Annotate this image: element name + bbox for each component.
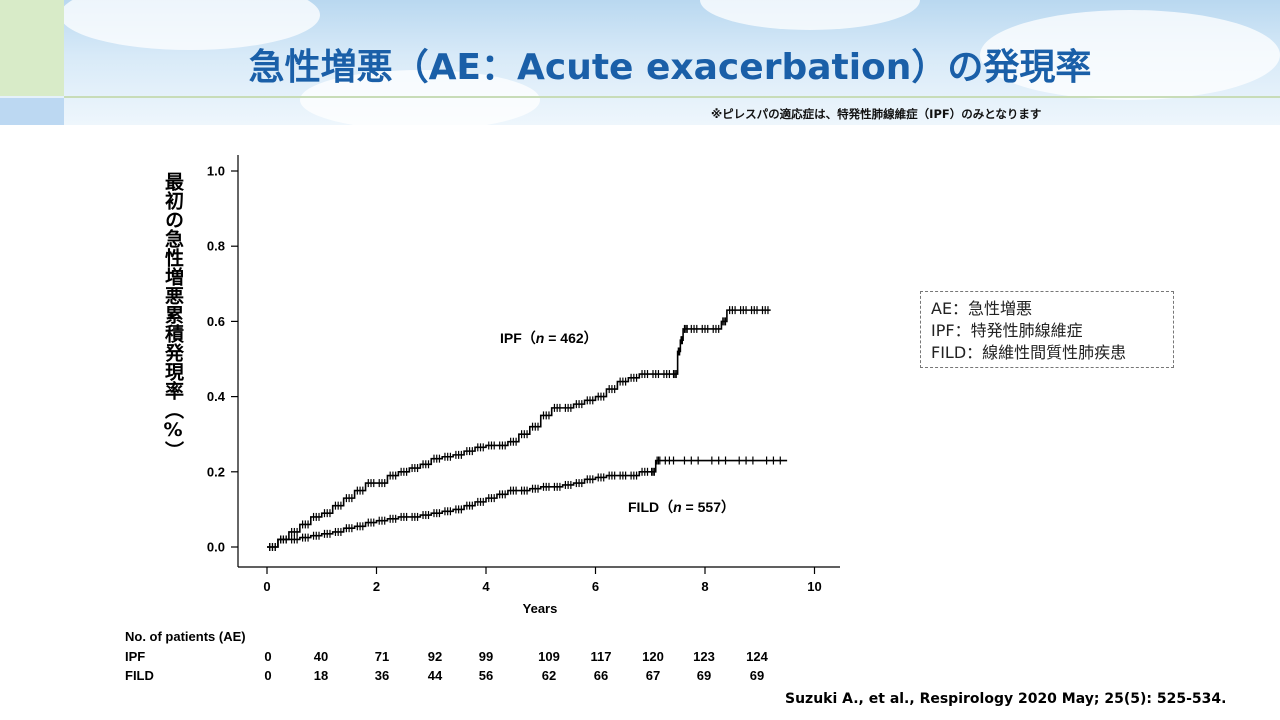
risk-cell: 123	[693, 649, 715, 664]
risk-cell: 99	[479, 649, 493, 664]
risk-cell: 92	[428, 649, 442, 664]
x-tick-label: 10	[807, 579, 821, 594]
cloud-shape	[300, 70, 540, 130]
fild-series-label: FILD（n = 557）	[628, 499, 735, 515]
abbreviation-legend: AE：急性増悪 IPF：特発性肺線維症 FILD：線維性間質性肺疾患	[920, 291, 1174, 368]
y-tick-label: 0.6	[207, 314, 225, 329]
risk-cell: 0	[264, 649, 271, 664]
chart-axes: 0.0 0.2 0.4 0.6 0.8 1.0 0 2 4 6 8 10 Years	[207, 155, 840, 616]
cloud-shape	[980, 10, 1280, 100]
citation: Suzuki A., et al., Respirology 2020 May;…	[785, 691, 1227, 707]
y-tick-label: 0.2	[207, 464, 225, 479]
risk-table: No. of patients (AE) IPF 0 40 71 92 99 109 117 12…	[125, 629, 769, 683]
y-tick-label: 0.4	[207, 389, 226, 404]
risk-cell: 66	[594, 668, 608, 683]
risk-cell: 44	[428, 668, 443, 683]
page-title: 急性増悪（AE：Acute exacerbation）の発現率	[248, 47, 1092, 88]
indication-note: ※ピレスパの適応症は、特発性肺線維症（IPF）のみとなります	[711, 107, 1042, 121]
risk-cell: 69	[697, 668, 711, 683]
legend-line-fild: FILD：線維性間質性肺疾患	[931, 343, 1127, 362]
risk-cell: 62	[542, 668, 556, 683]
corner-square-green	[0, 0, 64, 96]
y-tick-label: 0.0	[207, 540, 225, 555]
risk-cell: 109	[538, 649, 560, 664]
risk-cell: 124	[746, 649, 768, 664]
y-tick-label: 1.0	[207, 164, 225, 179]
x-tick-label: 6	[592, 579, 599, 594]
x-tick-label: 2	[373, 579, 380, 594]
chart-series	[267, 306, 788, 551]
risk-cell: 120	[642, 649, 664, 664]
y-axis-label: 最初の急性増悪累積発現率（%）	[162, 172, 184, 460]
x-tick-label: 0	[263, 579, 270, 594]
legend-line-ae: AE：急性増悪	[931, 299, 1033, 318]
risk-table-title: No. of patients (AE)	[125, 629, 246, 644]
risk-cell: 0	[264, 668, 271, 683]
x-axis-label: Years	[523, 601, 558, 616]
risk-cell: 36	[375, 668, 389, 683]
fild-curve	[267, 459, 788, 548]
risk-cell: 71	[375, 649, 389, 664]
risk-row-label: FILD	[125, 668, 154, 683]
x-tick-label: 4	[482, 579, 490, 594]
legend-line-ipf: IPF：特発性肺線維症	[931, 321, 1083, 340]
risk-cell: 69	[750, 668, 764, 683]
corner-square-blue	[0, 98, 64, 125]
risk-cell: 56	[479, 668, 493, 683]
risk-cell: 18	[314, 668, 328, 683]
y-tick-label: 0.8	[207, 239, 225, 254]
header-divider	[64, 96, 1280, 98]
risk-cell: 67	[646, 668, 660, 683]
header-banner	[0, 0, 1280, 130]
x-tick-label: 8	[701, 579, 708, 594]
risk-cell: 40	[314, 649, 328, 664]
risk-row-label: IPF	[125, 649, 145, 664]
chart-labels: IPF（n = 462） FILD（n = 557）	[500, 330, 735, 515]
ipf-series-label: IPF（n = 462）	[500, 330, 598, 346]
risk-cell: 117	[591, 649, 612, 664]
